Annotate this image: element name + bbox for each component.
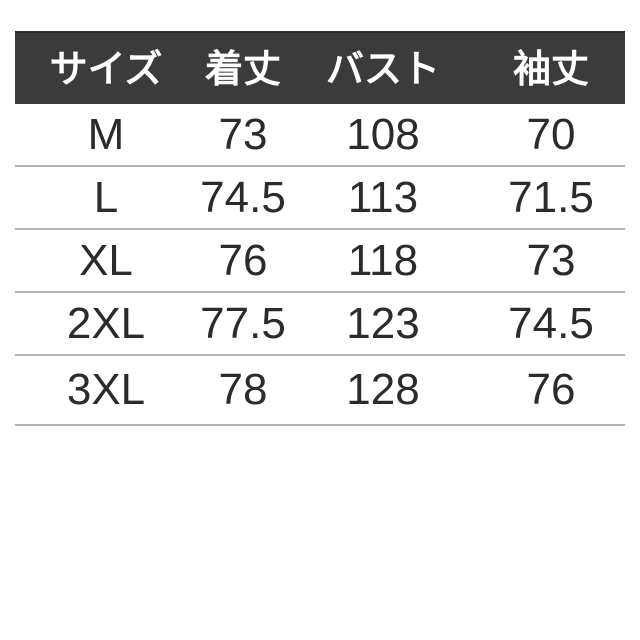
table-row-xl: XL 76 118 73: [15, 230, 625, 293]
cell-bust: 113: [347, 172, 419, 222]
cell-length: 76: [218, 235, 268, 285]
cell-size: L: [93, 172, 119, 222]
column-header-length: 着丈: [204, 45, 281, 91]
cell-sleeve: 73: [526, 235, 576, 285]
cell-size: M: [87, 109, 125, 159]
table-row-3xl: 3XL 78 128 76: [15, 356, 625, 426]
cell-length: 78: [218, 365, 268, 414]
cell-bust: 108: [346, 109, 420, 159]
cell-size: 2XL: [66, 298, 146, 348]
cell-size: XL: [79, 235, 133, 285]
cell-size: 3XL: [66, 365, 146, 414]
cell-sleeve: 76: [526, 365, 576, 414]
cell-length: 74.5: [200, 172, 286, 222]
cell-bust: 118: [347, 235, 419, 285]
cell-bust: 128: [346, 365, 420, 414]
table-row-l: L 74.5 113 71.5: [15, 167, 625, 230]
cell-sleeve: 71.5: [508, 172, 594, 222]
table-row-m: M 73 108 70: [15, 104, 625, 167]
cell-bust: 123: [346, 298, 420, 348]
cell-length: 77.5: [200, 298, 286, 348]
table-row-2xl: 2XL 77.5 123 74.5: [15, 293, 625, 356]
column-header-sleeve: 袖丈: [512, 45, 589, 91]
column-header-size: サイズ: [49, 45, 163, 91]
cell-sleeve: 70: [526, 109, 576, 159]
size-table: サイズ 着丈 バスト 袖丈 M 73 108 70 L 74.5 113 71.…: [15, 31, 625, 426]
cell-length: 73: [218, 109, 268, 159]
column-header-bust: バスト: [325, 45, 440, 91]
size-table-header-row: サイズ 着丈 バスト 袖丈: [15, 31, 625, 104]
cell-sleeve: 74.5: [508, 298, 594, 348]
